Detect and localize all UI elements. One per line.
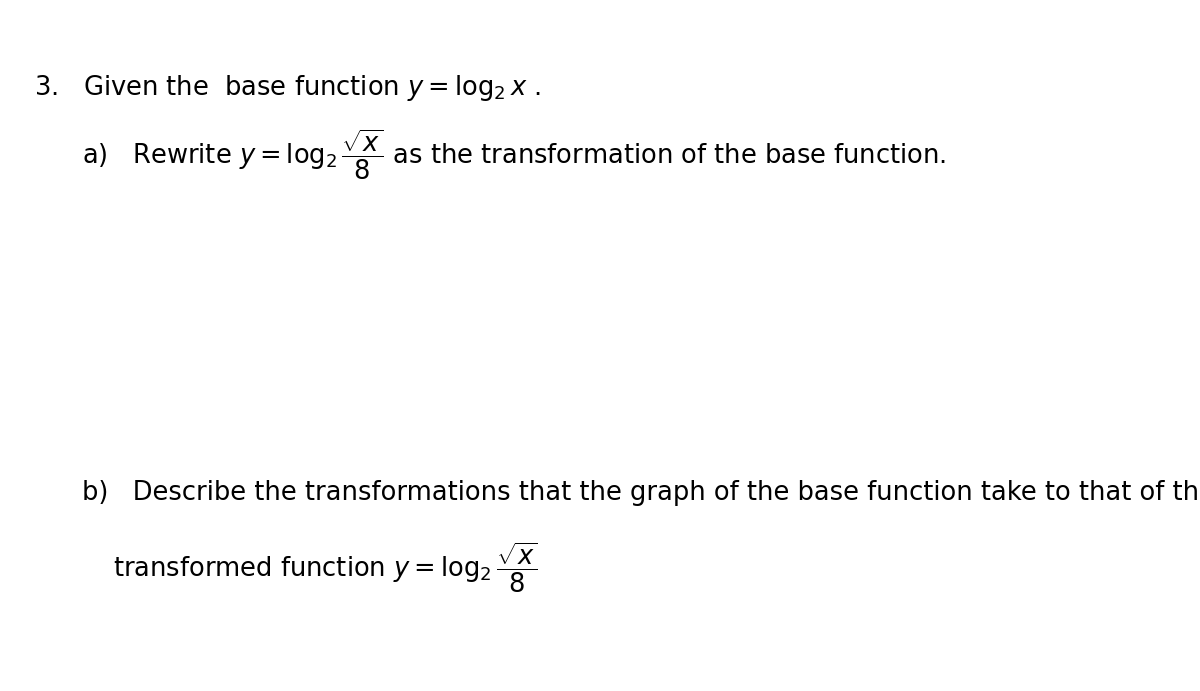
Text: 3.   Given the  base function $y = \log_2 x$ .: 3. Given the base function $y = \log_2 x… xyxy=(34,73,540,102)
Text: transformed function $y = \log_2 \dfrac{\sqrt{x}}{8}$: transformed function $y = \log_2 \dfrac{… xyxy=(113,540,538,595)
Text: b)   Describe the transformations that the graph of the base function take to th: b) Describe the transformations that the… xyxy=(82,480,1200,507)
Text: a)   Rewrite $y = \log_2 \dfrac{\sqrt{x}}{8}$ as the transformation of the base : a) Rewrite $y = \log_2 \dfrac{\sqrt{x}}{… xyxy=(82,128,946,182)
